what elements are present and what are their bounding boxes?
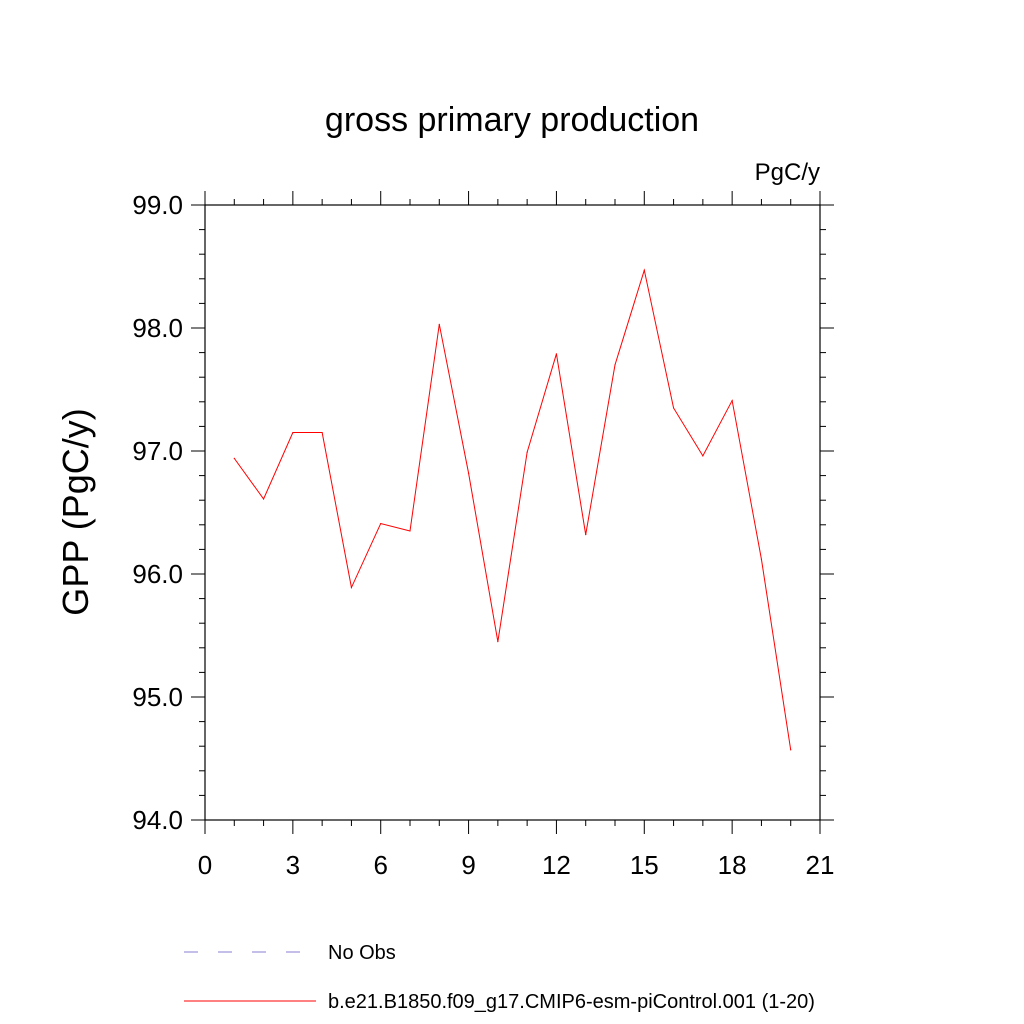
legend: No Obs b.e21.B1850.f09_g17.CMIP6-esm-piCo… [184,942,815,1013]
y-tick-label: 94.0 [132,805,183,835]
data-point [262,498,265,500]
data-point [672,407,675,409]
units-label: PgC/y [755,159,820,186]
data-point [497,641,499,643]
data-point [233,457,235,459]
data-point [643,269,645,271]
data-point [555,353,558,355]
x-tick-label: 21 [806,850,835,880]
data-point [585,534,587,536]
series-line-0 [233,268,792,750]
x-tick-label: 0 [198,850,212,880]
data-point [438,323,440,325]
x-tick-label: 6 [373,850,387,880]
x-tick-label: 3 [286,850,300,880]
data-point [526,451,528,453]
plot-frame [204,204,821,821]
y-tick-label: 98.0 [132,313,183,343]
data-point [790,749,792,751]
data-point [731,399,733,402]
legend-label: b.e21.B1850.f09_g17.CMIP6-esm-piControl.… [328,991,815,1013]
x-tick-label: 15 [630,850,659,880]
data-point [350,586,353,589]
chart-title: gross primary production [325,101,699,139]
data-point [409,530,411,532]
data-point [292,431,294,434]
data-point [702,455,704,457]
y-tick-label: 95.0 [132,682,183,712]
x-tick-label: 9 [461,850,475,880]
data-point [380,522,382,525]
axes: 0 3 6 9 12 15 18 21 94.0 95.0 96.0 97.0 98.0 99.0 [132,190,834,880]
y-axis-label: GPP (PgC/y) [55,408,96,615]
y-tick-label: 97.0 [132,436,183,466]
data-point [467,472,470,474]
x-tick-label: 12 [542,850,571,880]
legend-label: No Obs [328,942,396,964]
x-tick-label: 18 [718,850,747,880]
series-layer [233,268,792,751]
data-point [614,364,616,366]
data-point [321,431,323,434]
y-tick-label: 96.0 [132,559,183,589]
data-point [760,558,763,560]
y-tick-label: 99.0 [132,190,183,220]
